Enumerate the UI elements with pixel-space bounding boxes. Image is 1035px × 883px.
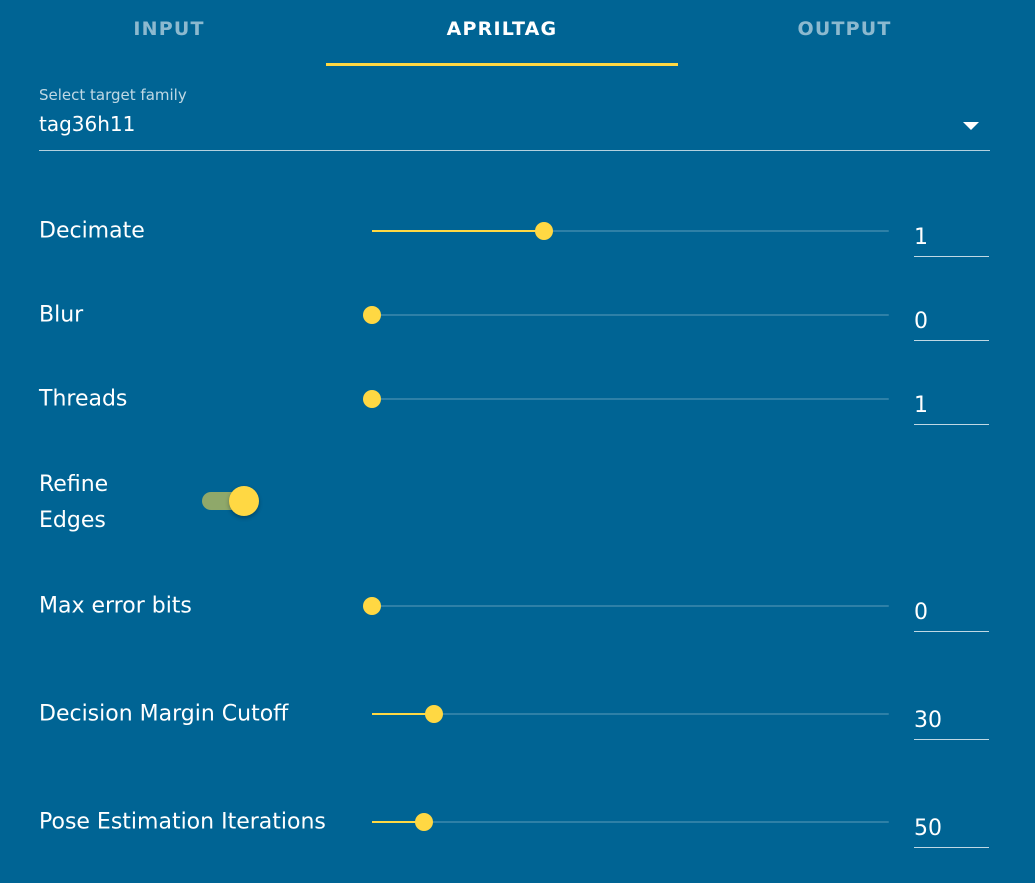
blur-label: Blur [39, 302, 84, 328]
pose-estimation-iterations-value: 50 [914, 816, 942, 841]
refine-edges-label: Refine Edges [39, 467, 149, 539]
max-error-bits-input[interactable]: 0 [914, 596, 989, 632]
tab-output[interactable]: OUTPUT [797, 18, 892, 40]
decision-margin-cutoff-slider-fill [372, 713, 435, 715]
target-family-value[interactable]: tag36h11 [39, 112, 136, 136]
decision-margin-cutoff-slider-thumb[interactable] [425, 705, 444, 723]
threads-value: 1 [914, 393, 928, 418]
threads-slider-thumb[interactable] [363, 390, 381, 408]
threads-input[interactable]: 1 [914, 389, 989, 425]
decimate-label: Decimate [39, 218, 145, 244]
max-error-bits-value: 0 [914, 600, 928, 625]
active-tab-indicator [326, 63, 678, 66]
decimate-slider-fill [372, 230, 545, 232]
blur-input[interactable]: 0 [914, 305, 989, 341]
decimate-value: 1 [914, 225, 928, 250]
tab-bar: INPUT APRILTAG OUTPUT [0, 0, 1035, 66]
max-error-bits-slider[interactable] [363, 597, 889, 615]
decimate-input[interactable]: 1 [914, 221, 989, 257]
decision-margin-cutoff-input[interactable]: 30 [914, 704, 989, 740]
pose-estimation-iterations-slider-thumb[interactable] [414, 813, 433, 831]
blur-slider[interactable] [363, 306, 889, 324]
refine-edges-toggle[interactable] [202, 486, 259, 516]
refine-edges-toggle-thumb[interactable] [229, 486, 259, 516]
blur-slider-thumb[interactable] [363, 306, 381, 324]
target-family-label: Select target family [39, 86, 187, 104]
blur-value: 0 [914, 309, 928, 334]
select-underline [39, 150, 990, 151]
decimate-slider[interactable] [372, 222, 889, 240]
decimate-slider-thumb[interactable] [535, 222, 554, 240]
decision-margin-cutoff-slider[interactable] [372, 705, 889, 723]
max-error-bits-slider-thumb[interactable] [363, 597, 381, 615]
refine-edges-label-line2: Edges [39, 508, 106, 533]
pose-estimation-iterations-input[interactable]: 50 [914, 812, 989, 848]
refine-edges-label-line1: Refine [39, 472, 109, 497]
pose-estimation-iterations-slider[interactable] [372, 813, 889, 831]
decision-margin-cutoff-label: Decision Margin Cutoff [39, 701, 289, 727]
threads-slider[interactable] [363, 390, 889, 408]
tab-input[interactable]: INPUT [133, 18, 205, 40]
tab-apriltag[interactable]: APRILTAG [446, 18, 558, 40]
pose-estimation-iterations-slider-fill [372, 821, 424, 823]
pose-estimation-iterations-label: Pose Estimation Iterations [39, 809, 326, 835]
decision-margin-cutoff-value: 30 [914, 708, 942, 733]
caret-down-icon[interactable] [963, 122, 979, 130]
threads-label: Threads [39, 386, 128, 412]
max-error-bits-label: Max error bits [39, 593, 192, 619]
